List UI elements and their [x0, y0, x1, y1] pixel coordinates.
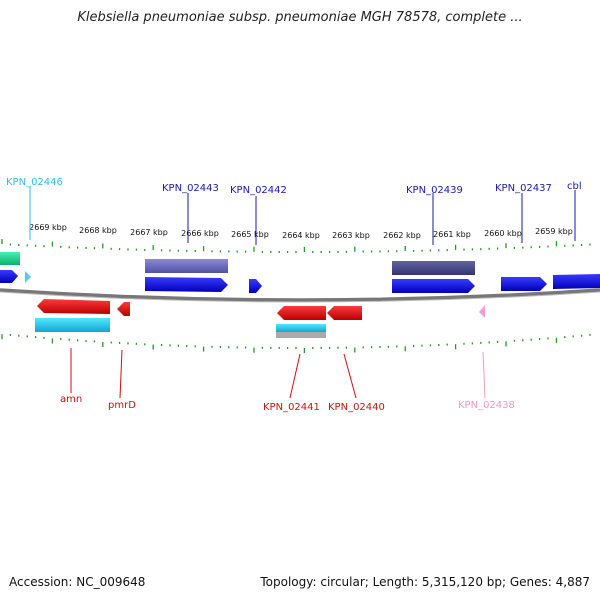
gene-label-kpn-02446[interactable]: KPN_02446 — [6, 177, 63, 188]
feature-bar[interactable] — [35, 318, 110, 332]
gene-label-kpn-02439[interactable]: KPN_02439 — [406, 185, 463, 196]
gene-label-kpn-02437[interactable]: KPN_02437 — [495, 183, 552, 194]
gene-arrow-reverse[interactable] — [327, 306, 362, 320]
reverse-strand-genes — [37, 299, 485, 320]
genome-backbone — [0, 288, 600, 302]
gene-label-pmrd[interactable]: pmrD — [108, 400, 136, 411]
scale-tick-label: 2663 kbp — [332, 231, 370, 240]
scale-labels: 2669 kbp 2668 kbp 2667 kbp 2666 kbp 2665… — [29, 223, 573, 240]
gene-label-kpn-02440[interactable]: KPN_02440 — [328, 402, 385, 413]
gene-arrow-reverse[interactable] — [37, 299, 110, 314]
gene-label-kpn-02443[interactable]: KPN_02443 — [162, 183, 219, 194]
gene-arrow-forward[interactable] — [501, 277, 547, 291]
lower-tick-track — [1, 333, 591, 353]
forward-strand-genes — [0, 270, 600, 293]
gene-arrow-reverse[interactable] — [277, 306, 326, 320]
genome-summary: Topology: circular; Length: 5,315,120 bp… — [260, 575, 590, 589]
scale-tick-label: 2659 kbp — [535, 227, 573, 236]
scale-tick-label: 2668 kbp — [79, 226, 117, 235]
gene-arrow-forward[interactable] — [25, 271, 31, 283]
feature-bar[interactable] — [145, 259, 228, 273]
scale-tick-label: 2660 kbp — [484, 229, 522, 238]
map-title: Klebsiella pneumoniae subsp. pneumoniae … — [77, 10, 523, 25]
gene-label-amn[interactable]: amn — [60, 394, 82, 405]
scale-tick-label: 2667 kbp — [130, 228, 168, 237]
scale-tick-label: 2666 kbp — [181, 229, 219, 238]
upper-feature-track — [0, 252, 475, 275]
feature-bar[interactable] — [392, 261, 475, 275]
scale-tick-label: 2669 kbp — [29, 223, 67, 232]
gene-label-cbl[interactable]: cbl — [567, 181, 582, 192]
gene-arrow-reverse[interactable] — [479, 305, 485, 318]
scale-tick-label: 2661 kbp — [433, 230, 471, 239]
gene-arrow-forward[interactable] — [392, 279, 475, 293]
accession-label: Accession: NC_009648 — [9, 575, 146, 589]
gene-arrow-forward[interactable] — [249, 279, 262, 293]
top-leader-lines — [29, 187, 576, 245]
gene-label-kpn-02441[interactable]: KPN_02441 — [263, 402, 320, 413]
lower-feature-track — [35, 318, 326, 338]
gene-arrow-forward[interactable] — [0, 270, 18, 283]
feature-bar[interactable] — [276, 332, 326, 338]
feature-bar[interactable] — [276, 324, 326, 332]
top-gene-labels: KPN_02446 KPN_02443 KPN_02442 KPN_02439 … — [6, 177, 582, 196]
gene-arrow-reverse[interactable] — [117, 302, 130, 316]
gene-arrow-forward[interactable] — [145, 277, 228, 292]
bottom-leader-lines — [70, 348, 486, 399]
gene-label-kpn-02442[interactable]: KPN_02442 — [230, 185, 287, 196]
feature-bar[interactable] — [0, 252, 20, 265]
scale-tick-label: 2665 kbp — [231, 230, 269, 239]
gene-label-kpn-02438[interactable]: KPN_02438 — [458, 400, 515, 411]
upper-tick-track — [1, 239, 591, 253]
scale-tick-label: 2664 kbp — [282, 231, 320, 240]
scale-tick-label: 2662 kbp — [383, 231, 421, 240]
gene-arrow-forward[interactable] — [553, 274, 600, 289]
bottom-gene-labels: amn pmrD KPN_02441 KPN_02440 KPN_02438 — [60, 394, 515, 413]
